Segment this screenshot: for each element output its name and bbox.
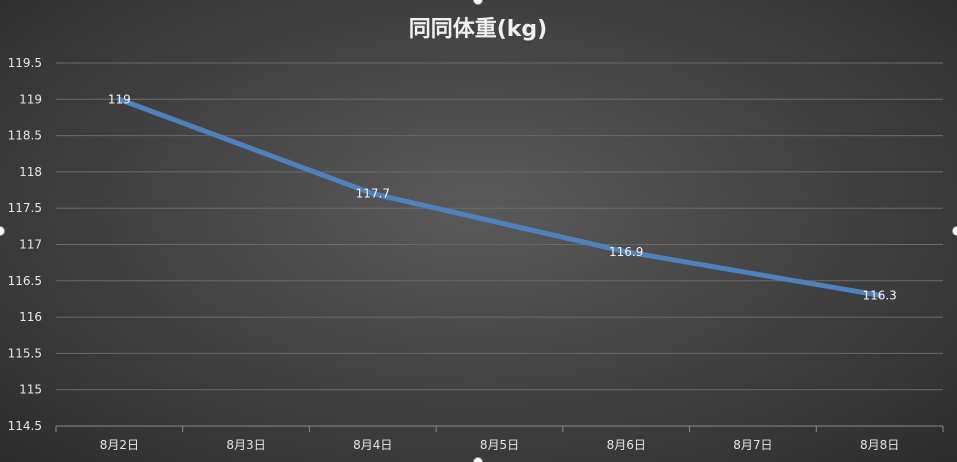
resize-handle[interactable]	[473, 0, 483, 5]
x-tick-label: 8月6日	[607, 438, 646, 452]
y-tick-label: 119.5	[8, 56, 42, 70]
x-tick-label: 8月2日	[100, 438, 139, 452]
resize-handle[interactable]	[0, 226, 5, 236]
y-tick-label: 117.5	[8, 201, 42, 215]
resize-handle[interactable]	[952, 226, 957, 236]
x-tick-label: 8月5日	[480, 438, 519, 452]
series-line	[116, 96, 883, 298]
x-tick-label: 8月3日	[226, 438, 265, 452]
gridlines	[56, 62, 943, 391]
x-tick-label: 8月7日	[733, 438, 772, 452]
y-tick-label: 115.5	[8, 346, 42, 360]
y-tick-label: 118.5	[8, 129, 42, 143]
chart-title: 同同体重(kg)	[409, 17, 548, 42]
y-tick-label: 114.5	[8, 419, 42, 433]
data-labels: 119 117.7 116.9 116.3	[108, 92, 897, 302]
y-tick-label: 116.5	[8, 274, 42, 288]
data-label: 117.7	[356, 187, 390, 201]
axes: 114.5 115 115.5 116 116.5 117 117.5 118 118.5 119…	[8, 56, 944, 452]
data-label: 116.3	[862, 288, 896, 302]
data-label: 116.9	[609, 245, 643, 259]
data-label: 119	[108, 92, 131, 106]
x-tick-label: 8月4日	[353, 438, 392, 452]
y-tick-label: 118	[19, 165, 42, 179]
resize-handle[interactable]	[473, 457, 483, 462]
x-tick-label: 8月8日	[860, 438, 899, 452]
y-tick-label: 117	[19, 238, 42, 252]
y-tick-label: 115	[19, 383, 42, 397]
y-tick-label: 116	[19, 310, 42, 324]
series-layer	[116, 96, 883, 298]
y-tick-label: 119	[19, 92, 42, 106]
